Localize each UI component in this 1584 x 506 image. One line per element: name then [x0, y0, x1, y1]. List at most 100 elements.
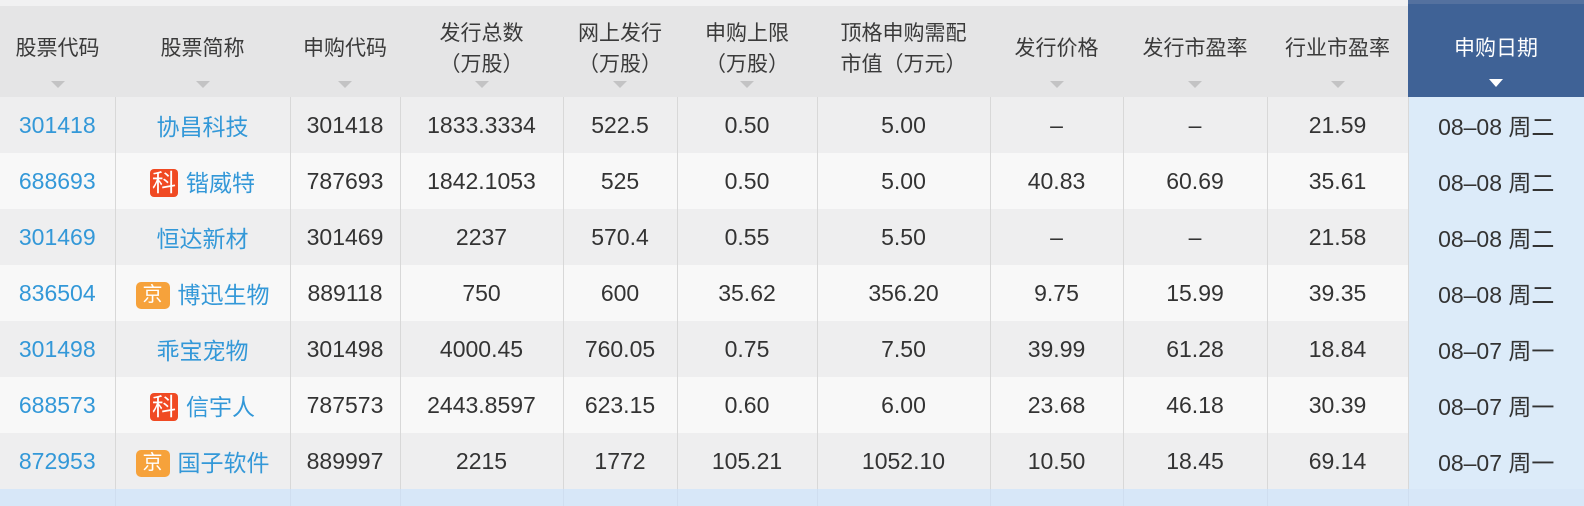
cell-online-issue: 600	[563, 265, 678, 321]
cell-industry-pe: 30.39	[1267, 377, 1409, 433]
cell-total-issue: 4000.45	[400, 321, 564, 377]
cell-issue-pe: 60.69	[1123, 153, 1268, 209]
header-row: 股票代码 股票简称 申购代码 发行总数 （万股） 网上发行 （万股） 申购上限 （万股） 顶格申购…	[0, 0, 1584, 97]
stock-name-link[interactable]: 国子软件	[177, 449, 270, 476]
cell-partial	[817, 489, 991, 506]
cell-sub-limit: 0.55	[677, 209, 818, 265]
cell-sub-date: 08–08 周二	[1408, 153, 1584, 209]
table-body: 301418 协昌科技 301418 1833.3334 522.5 0.50 5.00– –…	[0, 97, 1584, 506]
cell-max-mktval: 356.20	[817, 265, 991, 321]
cell-issue-pe: 18.45	[1123, 433, 1268, 489]
cell-online-issue: 525	[563, 153, 678, 209]
cell-total-issue: 2443.8597	[400, 377, 564, 433]
cell-sub-limit: 0.50	[677, 97, 818, 153]
cell-max-mktval: 5.00	[817, 153, 991, 209]
cell-max-mktval: 1052.10	[817, 433, 991, 489]
cell-sub-date: 08–07 周一	[1408, 377, 1584, 433]
cell-online-issue: 623.15	[563, 377, 678, 433]
column-header-name[interactable]: 股票简称	[115, 0, 290, 97]
cell-issue-pe: 15.99	[1123, 265, 1268, 321]
cell-total-issue: 2237	[400, 209, 564, 265]
column-label: 发行市盈率	[1142, 37, 1248, 60]
column-label: 发行价格	[1014, 37, 1099, 60]
cell-sub-code: 301469	[290, 209, 401, 265]
stock-code-link[interactable]: 688693	[18, 167, 96, 194]
cell-partial	[1408, 489, 1584, 506]
stock-name-link[interactable]: 锴威特	[186, 169, 255, 196]
cell-code: 872953	[0, 433, 116, 489]
cell-industry-pe: 18.84	[1267, 321, 1409, 377]
column-header-industry-pe[interactable]: 行业市盈率	[1267, 0, 1408, 97]
cell-sub-date: 08–07 周一	[1408, 321, 1584, 377]
cell-total-issue: 2215	[400, 433, 564, 489]
column-header-issue-price[interactable]: 发行价格	[990, 0, 1123, 97]
cell-sub-code: 889997	[290, 433, 401, 489]
cell-issue-pe: –	[1123, 209, 1268, 265]
stock-code-link[interactable]: 301498	[18, 335, 96, 362]
stock-name-link[interactable]: 信宇人	[186, 393, 255, 420]
column-label: 股票简称	[160, 37, 245, 60]
cell-code: 836504	[0, 265, 116, 321]
stock-name-link[interactable]: 恒达新材	[156, 226, 249, 252]
column-header-issue-pe[interactable]: 发行市盈率	[1123, 0, 1267, 97]
cell-code: 301498	[0, 321, 116, 377]
stock-name-link[interactable]: 协昌科技	[156, 114, 249, 140]
stock-name-link[interactable]: 乖宝宠物	[156, 338, 249, 364]
cell-name: 协昌科技	[115, 97, 291, 153]
cell-partial	[400, 489, 564, 506]
table-row: 836504 京博迅生物 889118 750 600 35.62 356.20 9.75 15…	[0, 265, 1584, 321]
cell-total-issue: 750	[400, 265, 564, 321]
cell-issue-price: –	[990, 97, 1124, 153]
star-market-badge: 科	[150, 169, 178, 198]
column-header-code[interactable]: 股票代码	[0, 0, 115, 97]
cell-sub-date: 08–08 周二	[1408, 209, 1584, 265]
cell-sub-code: 301418	[290, 97, 401, 153]
cell-name: 恒达新材	[115, 209, 291, 265]
stock-code-link[interactable]: 301469	[18, 223, 96, 250]
cell-name: 京博迅生物	[115, 265, 291, 321]
cell-online-issue: 1772	[563, 433, 678, 489]
column-header-sub-limit[interactable]: 申购上限 （万股）	[677, 0, 817, 97]
column-header-sub-code[interactable]: 申购代码	[290, 0, 400, 97]
cell-online-issue: 522.5	[563, 97, 678, 153]
column-label: 发行总数	[439, 21, 524, 45]
cell-partial	[677, 489, 818, 506]
cell-name: 科信宇人	[115, 377, 291, 433]
column-header-online-issue[interactable]: 网上发行 （万股）	[563, 0, 677, 97]
stock-code-link[interactable]: 836504	[18, 279, 96, 306]
table-row-partial	[0, 489, 1584, 506]
column-label-line2: （万股）	[439, 52, 524, 76]
sort-desc-icon	[195, 81, 210, 88]
sort-desc-icon	[1489, 79, 1503, 87]
stock-name-link[interactable]: 博迅生物	[177, 281, 270, 308]
stock-code-link[interactable]: 688573	[18, 391, 96, 418]
cell-issue-pe: 61.28	[1123, 321, 1268, 377]
column-header-max-mktval[interactable]: 顶格申购需配 市值（万元）	[817, 0, 990, 97]
cell-name: 乖宝宠物	[115, 321, 291, 377]
cell-sub-limit: 105.21	[677, 433, 818, 489]
sort-desc-icon	[740, 81, 754, 88]
cell-sub-code: 787573	[290, 377, 401, 433]
cell-online-issue: 570.4	[563, 209, 678, 265]
table-row: 301418 协昌科技 301418 1833.3334 522.5 0.50 5.00– –…	[0, 97, 1584, 153]
cell-issue-price: 40.83	[990, 153, 1124, 209]
table-row: 301498 乖宝宠物 301498 4000.45 760.05 0.75 7.50 39.…	[0, 321, 1584, 377]
cell-industry-pe: 21.58	[1267, 209, 1409, 265]
sort-desc-icon	[613, 81, 627, 88]
cell-code: 688693	[0, 153, 116, 209]
stock-code-link[interactable]: 301418	[18, 111, 96, 138]
cell-partial	[990, 489, 1124, 506]
cell-max-mktval: 6.00	[817, 377, 991, 433]
column-header-total-issue[interactable]: 发行总数 （万股）	[400, 0, 563, 97]
cell-max-mktval: 5.50	[817, 209, 991, 265]
cell-industry-pe: 21.59	[1267, 97, 1409, 153]
cell-partial	[290, 489, 401, 506]
column-header-sub-date[interactable]: 申购日期	[1408, 0, 1584, 97]
cell-issue-price: –	[990, 209, 1124, 265]
column-label: 行业市盈率	[1285, 37, 1390, 60]
sort-desc-icon	[474, 81, 489, 88]
cell-partial	[1123, 489, 1268, 506]
cell-code: 301469	[0, 209, 116, 265]
stock-code-link[interactable]: 872953	[18, 447, 96, 474]
